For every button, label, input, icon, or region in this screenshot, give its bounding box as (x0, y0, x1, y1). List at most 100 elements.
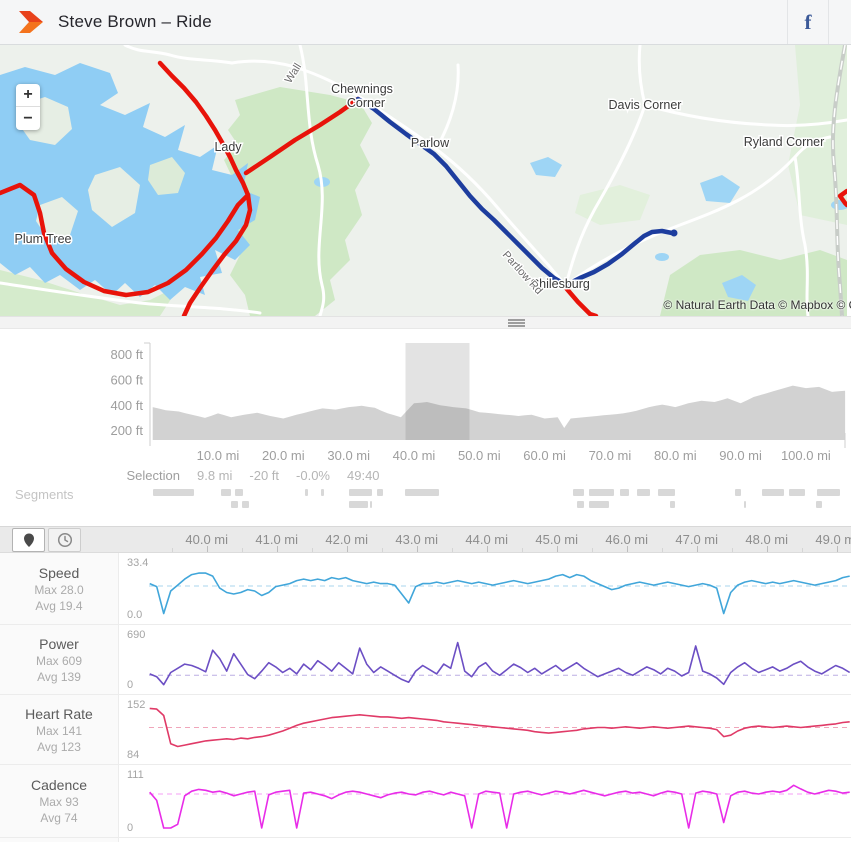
axis-minor-tick (381, 548, 383, 552)
axis-mile-label: 46.0 mi (605, 532, 649, 547)
segment-bar[interactable] (815, 501, 822, 508)
axis-tick (416, 546, 418, 552)
speed-plot[interactable]: 33.4 0.0 (119, 553, 851, 624)
app-logo-icon[interactable] (18, 10, 44, 34)
elevation-area (152, 385, 846, 440)
segment-bar[interactable] (743, 501, 746, 508)
elevation-selection[interactable] (405, 343, 470, 440)
axis-minor-tick (241, 548, 243, 552)
facebook-share-button[interactable]: f (787, 0, 829, 44)
segment-bar[interactable] (221, 489, 232, 496)
map-peninsula (88, 167, 140, 227)
segment-bar[interactable] (670, 501, 676, 508)
axis-tick (346, 546, 348, 552)
segment-bar[interactable] (572, 489, 585, 496)
axis-mile-label: 41.0 mi (255, 532, 299, 547)
selection-grade: -0.0% (296, 468, 330, 483)
streams-axis: 40.0 mi 41.0 mi 42.0 mi 43.0 mi 44.0 mi 45.0 … (0, 526, 851, 553)
clock-icon (57, 532, 72, 548)
segment-bar[interactable] (589, 489, 614, 496)
map-pin-icon (23, 533, 34, 547)
heart-rate-chart-row: Heart Rate Max 141 Avg 123 152 84 (0, 695, 851, 765)
elevation-x-tick: 80.0 mi (654, 448, 697, 463)
power-chart-row: Power Max 609 Avg 139 690 0 (0, 625, 851, 695)
axis-mile-label: 43.0 mi (395, 532, 439, 547)
route-blue[interactable] (355, 96, 678, 288)
power-avg: Avg 139 (37, 669, 81, 684)
elevation-axis (144, 342, 846, 448)
route-red[interactable] (0, 60, 847, 316)
segment-bar[interactable] (577, 501, 585, 508)
axis-mile-label: 47.0 mi (675, 532, 719, 547)
segment-bar[interactable] (817, 489, 840, 496)
segment-bar[interactable] (735, 489, 742, 496)
segment-bar[interactable] (304, 489, 309, 496)
map-peninsula (148, 157, 185, 195)
segment-bar[interactable] (589, 501, 610, 508)
axis-tick (696, 546, 698, 552)
segment-bar[interactable] (152, 489, 194, 496)
distance-axis-button[interactable] (12, 528, 45, 552)
cadence-line-chart[interactable] (149, 765, 850, 838)
map-pond (530, 157, 562, 177)
heart-rate-title: Heart Rate (25, 705, 93, 722)
segment-bar[interactable] (349, 489, 373, 496)
segment-bar[interactable] (658, 489, 676, 496)
segment-bar[interactable] (636, 489, 650, 496)
axis-mile-label: 40.0 mi (185, 532, 229, 547)
speed-avg: Avg 19.4 (35, 598, 83, 613)
selection-summary: Selection 9.8 mi -20 ft -0.0% 49:40 (0, 468, 851, 483)
heart-rate-max: Max 141 (35, 723, 83, 738)
speed-line-chart[interactable] (149, 553, 850, 625)
power-series-line (149, 641, 850, 686)
axis-mile-label: 44.0 mi (465, 532, 509, 547)
elevation-section: 200 ft 400 ft 600 ft 800 ft 10.0 mi 20.0 mi 30… (0, 329, 851, 526)
map-railway-dashes (832, 45, 846, 316)
speed-ymin: 0.0 (127, 609, 143, 621)
speed-ymax: 33.4 (127, 557, 149, 569)
segment-bar[interactable] (788, 489, 805, 496)
speed-chart-row: Speed Max 28.0 Avg 19.4 33.4 0.0 (0, 553, 851, 625)
axis-minor-tick (731, 548, 733, 552)
segment-bar[interactable] (404, 489, 439, 496)
axis-tick (486, 546, 488, 552)
next-row-sliver (0, 838, 851, 842)
map-label-ryland-corner: Ryland Corner (744, 135, 825, 149)
axis-minor-tick (521, 548, 523, 552)
segment-bar[interactable] (762, 489, 785, 496)
elevation-y-tick: 400 ft (110, 398, 143, 413)
power-max: Max 609 (35, 653, 83, 668)
power-sidebar: Power Max 609 Avg 139 (0, 625, 119, 694)
zoom-out-button[interactable]: − (23, 109, 33, 127)
elevation-chart[interactable]: 200 ft 400 ft 600 ft 800 ft 10.0 mi 20.0 mi 30… (0, 329, 851, 526)
map-label-plum-tree: Plum Tree (15, 232, 72, 246)
cadence-plot[interactable]: 111 0 (119, 765, 851, 837)
axis-tick (276, 546, 278, 552)
segment-bar[interactable] (619, 489, 630, 496)
heart-rate-line-chart[interactable] (149, 695, 850, 765)
power-plot[interactable]: 690 0 (119, 625, 851, 694)
time-axis-button[interactable] (48, 528, 81, 552)
segment-bar[interactable] (321, 489, 325, 496)
cadence-series-line (149, 784, 850, 829)
power-line-chart[interactable] (149, 625, 850, 695)
route-map[interactable]: Plum Tree Lady Chewnings Corner Parlow D… (0, 45, 851, 316)
axis-minor-tick (171, 548, 173, 552)
segment-bar[interactable] (235, 489, 243, 496)
power-title: Power (39, 635, 79, 652)
heart-rate-plot[interactable]: 152 84 (119, 695, 851, 764)
map-canvas[interactable]: Plum Tree Lady Chewnings Corner Parlow D… (0, 45, 847, 316)
segment-bar[interactable] (242, 501, 250, 508)
segment-bar[interactable] (349, 501, 369, 508)
zoom-in-button[interactable]: + (16, 84, 40, 107)
map-resize-handle[interactable] (0, 316, 851, 329)
segment-bar[interactable] (370, 501, 373, 508)
segment-bar[interactable] (231, 501, 239, 508)
map-forest (660, 250, 847, 316)
segments-label: Segments (15, 487, 74, 502)
map-label-parlow: Parlow (411, 136, 450, 150)
axis-minor-tick (801, 548, 803, 552)
elevation-y-tick: 200 ft (110, 423, 143, 438)
elevation-x-tick: 40.0 mi (393, 448, 436, 463)
segment-bar[interactable] (376, 489, 383, 496)
